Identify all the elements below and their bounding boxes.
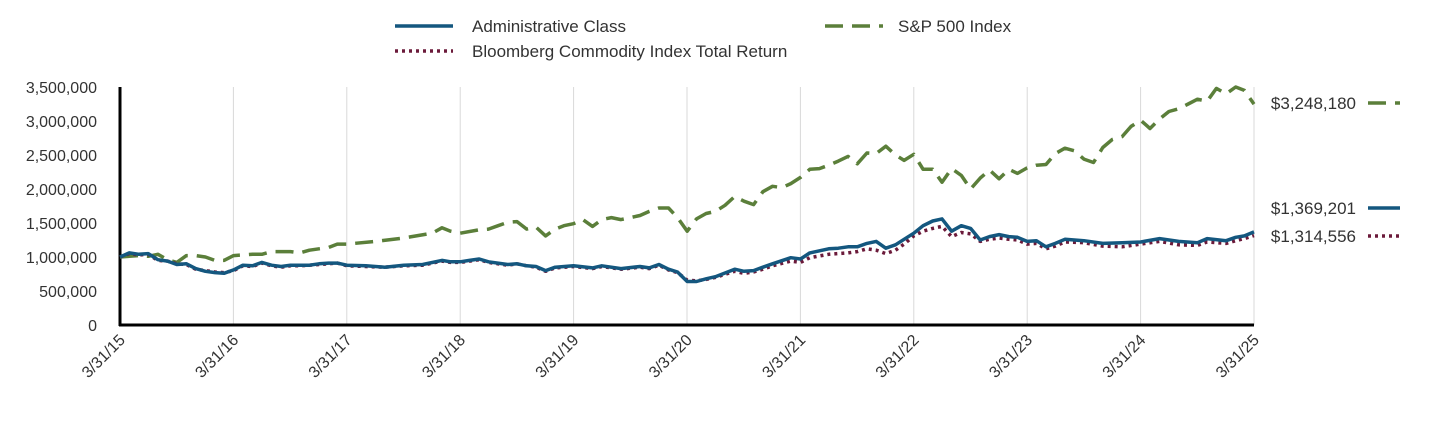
axes: 3/31/15 3/31/16 3/31/17 3/31/18 3/31/19 3/31/… — [26, 80, 1263, 382]
y-tick-label: 2,500,000 — [26, 148, 97, 165]
end-value-label: $3,248,180 — [1271, 94, 1356, 113]
end-value-labels: $1,369,201 $3,248,180 $1,314,556 — [1271, 94, 1400, 246]
legend-label: Administrative Class — [472, 17, 626, 36]
end-value-label: $1,314,556 — [1271, 227, 1356, 246]
x-tick-label: 3/31/21 — [759, 332, 809, 382]
x-tick-label: 3/31/17 — [306, 332, 356, 382]
x-tick-label: 3/31/16 — [192, 332, 242, 382]
legend: Administrative Class S&P 500 Index Bloombe… — [395, 17, 1012, 61]
series-line-s-p-500-index — [119, 85, 1256, 265]
x-tick-label: 3/31/23 — [986, 332, 1036, 382]
x-tick-label: 3/31/20 — [646, 332, 696, 382]
y-tick-label: 1,500,000 — [26, 216, 97, 233]
legend-label: Bloomberg Commodity Index Total Return — [472, 42, 787, 61]
x-tick-label: 3/31/25 — [1213, 332, 1263, 382]
x-tick-label: 3/31/19 — [533, 332, 583, 382]
series-line-administrative-class — [119, 217, 1255, 284]
x-tick-label: 3/31/15 — [79, 332, 129, 382]
grid-lines — [232, 87, 1255, 325]
y-tick-label: 0 — [88, 318, 97, 335]
end-value-label: $1,369,201 — [1271, 199, 1356, 218]
series-lines — [119, 85, 1256, 284]
x-tick-label: 3/31/18 — [419, 332, 469, 382]
y-tick-label: 1,000,000 — [26, 250, 97, 267]
legend-label: S&P 500 Index — [898, 17, 1012, 36]
y-tick-label: 3,500,000 — [26, 80, 97, 97]
y-tick-label: 2,000,000 — [26, 182, 97, 199]
x-tick-label: 3/31/24 — [1100, 332, 1150, 382]
x-tick-label: 3/31/22 — [873, 332, 923, 382]
y-tick-label: 3,000,000 — [26, 114, 97, 131]
y-tick-label: 500,000 — [39, 284, 97, 301]
